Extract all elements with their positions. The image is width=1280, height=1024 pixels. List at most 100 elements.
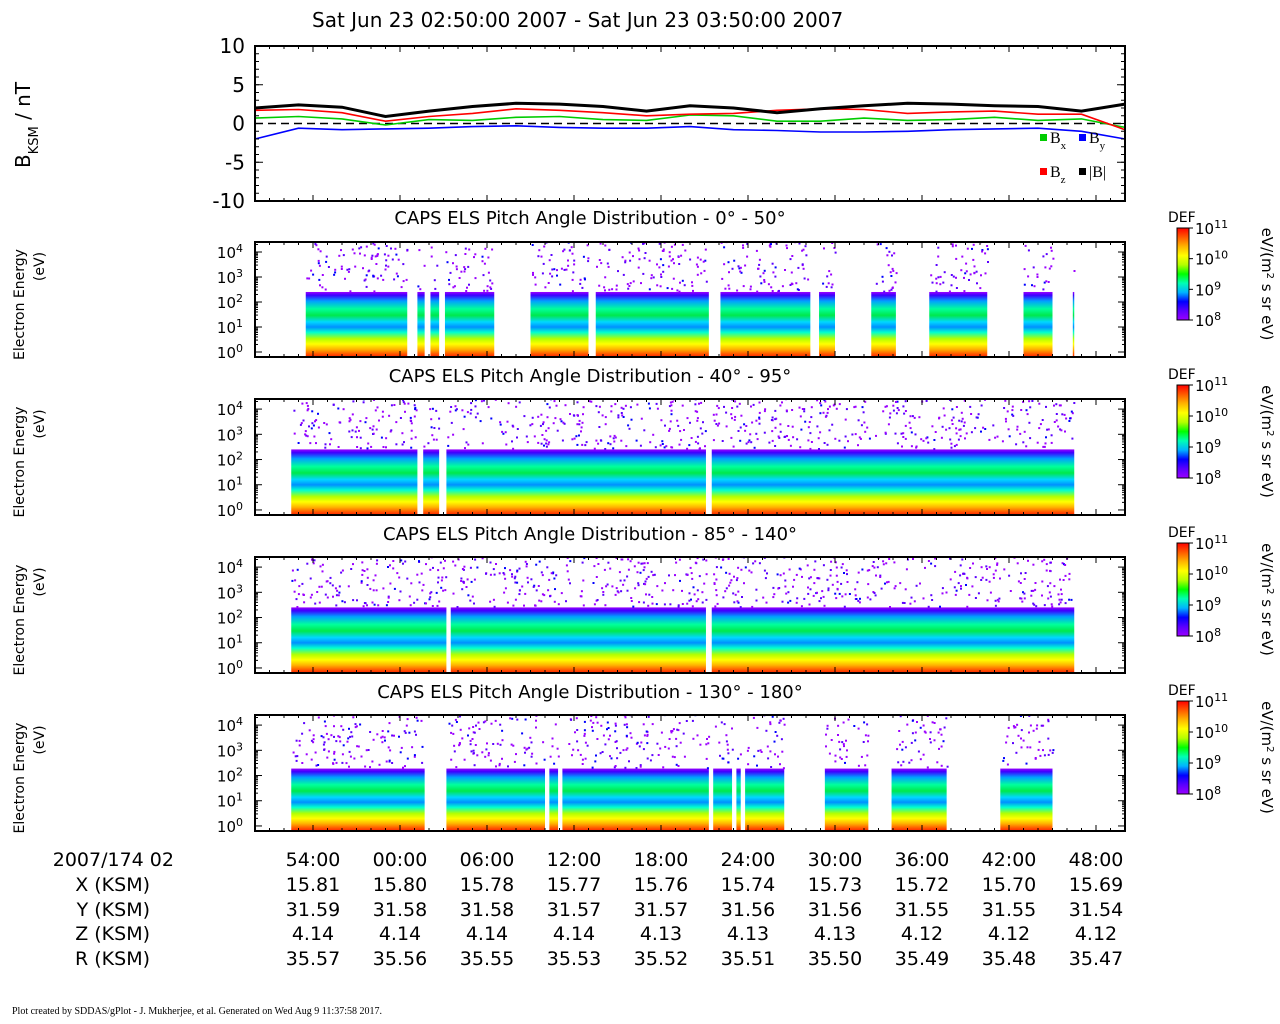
speckle [311, 422, 314, 425]
speckle [405, 278, 408, 281]
speckle [933, 739, 936, 742]
speckle [785, 409, 788, 412]
speckle [437, 581, 439, 584]
speckle [812, 594, 815, 597]
speckle [576, 401, 579, 404]
ephemeris-row-label: Y (KSM) [76, 898, 150, 921]
speckle [310, 739, 313, 742]
speckle [981, 249, 984, 251]
speckle [669, 603, 672, 606]
panel-ylabel-unit: (eV) [32, 725, 48, 754]
figure-title: Sat Jun 23 02:50:00 2007 - Sat Jun 23 03… [312, 8, 844, 32]
speckle [887, 423, 890, 426]
speckle [321, 286, 324, 289]
speckle [398, 735, 400, 738]
speckle [717, 407, 720, 410]
speckle [463, 266, 466, 269]
speckle [736, 600, 739, 603]
speckle [387, 595, 390, 598]
speckle [694, 561, 697, 564]
speckle [854, 588, 857, 591]
speckle [300, 422, 303, 425]
ephemeris-value: 31.55 [894, 898, 950, 921]
speckle [636, 403, 639, 406]
speckle [303, 722, 306, 725]
speckle [789, 258, 792, 261]
speckle [579, 278, 582, 281]
speckle [758, 422, 761, 425]
speckle [450, 758, 453, 761]
speckle [979, 287, 982, 290]
speckle [634, 587, 637, 590]
speckle [553, 268, 556, 271]
speckle [331, 584, 334, 587]
speckle [541, 434, 544, 436]
speckle [774, 266, 777, 269]
speckle [326, 756, 329, 759]
speckle [1059, 428, 1062, 431]
speckle [353, 252, 356, 255]
speckle [668, 427, 671, 430]
speckle [834, 251, 837, 254]
speckle [930, 594, 933, 597]
panel-ylabel: Electron Energy [12, 407, 28, 518]
speckle [986, 248, 989, 251]
speckle [738, 402, 741, 405]
time-tick-label: 24:00 [720, 849, 776, 871]
speckle [556, 429, 559, 432]
speckle [683, 755, 686, 758]
speckle [861, 406, 864, 409]
speckle [732, 445, 735, 448]
speckle [603, 286, 606, 289]
speckle [490, 287, 493, 290]
speckle [472, 752, 475, 755]
speckle [352, 716, 355, 719]
speckle [728, 553, 730, 555]
speckle [798, 567, 801, 570]
speckle [395, 421, 398, 424]
speckle [723, 723, 726, 726]
speckle [847, 440, 849, 443]
speckle [341, 753, 344, 756]
speckle [857, 419, 860, 422]
speckle [830, 273, 833, 276]
speckle [625, 748, 628, 751]
speckle [758, 411, 761, 414]
speckle [436, 264, 439, 267]
speckle [462, 428, 465, 431]
speckle [780, 738, 783, 741]
speckle [1001, 440, 1004, 443]
speckle [463, 565, 466, 568]
speckle [904, 424, 907, 427]
speckle [314, 420, 316, 423]
speckle [613, 440, 616, 443]
speckle [1012, 414, 1015, 417]
colorbar-label: DEF [1168, 210, 1196, 226]
speckle [532, 271, 534, 274]
speckle [725, 734, 728, 737]
speckle [884, 405, 887, 408]
speckle [708, 735, 711, 738]
speckle [333, 758, 336, 761]
speckle [834, 561, 837, 564]
speckle [755, 249, 758, 252]
speckle [605, 585, 608, 588]
speckle [530, 755, 533, 758]
speckle [646, 734, 649, 737]
speckle [348, 765, 350, 768]
speckle [825, 285, 828, 288]
speckle [610, 410, 613, 413]
speckle [786, 435, 788, 437]
speckle [1032, 729, 1035, 732]
speckle [807, 592, 810, 595]
speckle [332, 595, 334, 598]
speckle [712, 413, 715, 416]
speckle [373, 290, 376, 293]
speckle [746, 749, 749, 752]
speckle [931, 425, 934, 428]
speckle [495, 396, 497, 398]
speckle [597, 411, 600, 414]
speckle [696, 417, 699, 420]
speckle [803, 597, 806, 600]
speckle [953, 445, 956, 448]
